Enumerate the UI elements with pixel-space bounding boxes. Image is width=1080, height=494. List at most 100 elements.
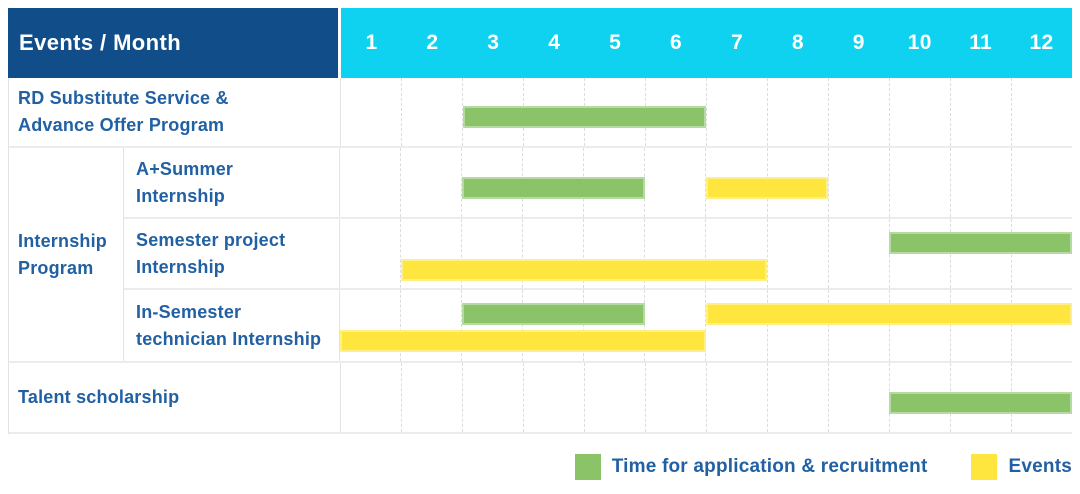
month-header-11: 11 — [969, 31, 993, 54]
bar-events-m7-m12 — [706, 303, 1072, 325]
month-header-6: 6 — [670, 31, 683, 54]
month-cell-1 — [341, 78, 401, 146]
month-cell-12 — [1010, 148, 1072, 217]
month-cell-9 — [828, 78, 889, 146]
month-cell-6 — [645, 363, 706, 432]
row-label-line: In-Semester — [136, 301, 242, 322]
month-cell-9 — [827, 148, 889, 217]
legend-swatch-events — [971, 454, 998, 480]
row-label: A+Summer Internship — [124, 148, 340, 217]
month-header-8: 8 — [791, 31, 804, 54]
gantt-group-internship-program: Internship Program A+Summer Internship Semes… — [9, 148, 1072, 363]
month-track — [340, 219, 1072, 288]
month-cell-6 — [644, 148, 705, 217]
month-cell-6 — [644, 290, 705, 361]
month-cell-12 — [1010, 290, 1072, 361]
month-cell-11 — [949, 148, 1011, 217]
events-month-header-cell: Events / Month — [8, 8, 341, 78]
month-cell-8 — [766, 219, 828, 288]
month-cell-1 — [340, 148, 400, 217]
month-cell-7 — [705, 219, 766, 288]
month-cell-9 — [827, 219, 889, 288]
row-label-line: Internship — [136, 185, 226, 206]
month-cell-5 — [583, 219, 644, 288]
month-track — [340, 148, 1072, 217]
gantt-schedule-chart: Events / Month 1 2 3 4 5 6 7 8 9 10 11 12 RD Substi… — [8, 8, 1072, 480]
month-cell-5 — [583, 290, 644, 361]
row-label-line: A+Summer — [136, 158, 234, 179]
month-cell-7 — [706, 78, 767, 146]
month-header-9: 9 — [852, 31, 865, 54]
month-header-strip: 1 2 3 4 5 6 7 8 9 10 11 12 — [341, 8, 1072, 78]
month-cell-10 — [888, 290, 950, 361]
month-header-2: 2 — [426, 31, 439, 54]
month-cell-7 — [706, 363, 767, 432]
month-cell-11 — [949, 290, 1011, 361]
legend-swatch-recruitment — [574, 454, 601, 480]
month-header-12: 12 — [1029, 31, 1054, 54]
month-track — [341, 78, 1072, 146]
legend-item-recruitment: Time for application & recruitment — [574, 454, 928, 480]
month-cell-3 — [461, 148, 522, 217]
gantt-row-semester-project-internship: Semester project Internship — [124, 219, 1072, 290]
bar-recruitment-m3-m6 — [462, 106, 707, 128]
row-label-line: technician Internship — [136, 328, 322, 349]
month-track — [341, 363, 1072, 432]
month-cell-8 — [767, 363, 828, 432]
month-cell-2 — [400, 219, 461, 288]
row-label: Semester project Internship — [124, 219, 340, 288]
legend-label-events: Events — [1008, 456, 1072, 477]
bar-events-m7-m8 — [706, 176, 828, 199]
row-label: In-Semester technician Internship — [124, 290, 340, 361]
month-header-10: 10 — [907, 31, 932, 54]
month-cell-7 — [705, 290, 766, 361]
month-cell-11 — [950, 78, 1011, 146]
group-rows: A+Summer Internship Semester project Intern… — [124, 148, 1072, 361]
gantt-body: RD Substitute Service & Advance Offer Pro… — [8, 78, 1072, 434]
month-header-1: 1 — [365, 31, 378, 54]
bar-events-m2-m7 — [401, 259, 767, 281]
month-cell-2 — [401, 78, 462, 146]
row-label-line: Program — [18, 257, 94, 278]
month-cell-9 — [827, 290, 889, 361]
month-header-7: 7 — [730, 31, 743, 54]
month-cell-1 — [341, 363, 401, 432]
month-cell-12 — [1011, 78, 1072, 146]
month-cell-6 — [644, 219, 705, 288]
row-label-line: Advance Offer Program — [18, 115, 225, 135]
legend-item-events: Events — [971, 454, 1072, 480]
month-cell-10 — [889, 78, 950, 146]
bar-recruitment-m10-m12 — [889, 232, 1072, 254]
bar-events-m1-m6 — [340, 330, 706, 352]
month-cell-5 — [584, 363, 645, 432]
month-cell-8 — [766, 290, 828, 361]
gantt-row-a-summer-internship: A+Summer Internship — [124, 148, 1072, 219]
month-header-4: 4 — [548, 31, 561, 54]
gantt-row-in-semester-technician-internship: In-Semester technician Internship — [124, 290, 1072, 361]
row-label-line: Talent scholarship — [18, 387, 180, 407]
month-cell-9 — [828, 363, 889, 432]
bar-recruitment-m3-m5 — [462, 176, 645, 199]
bar-recruitment-m10-m12 — [889, 391, 1072, 414]
legend-label-recruitment: Time for application & recruitment — [611, 456, 928, 477]
group-label: Internship Program — [9, 148, 124, 361]
month-cell-10 — [888, 148, 950, 217]
month-cell-4 — [522, 290, 583, 361]
row-label: RD Substitute Service & Advance Offer Pro… — [9, 78, 341, 146]
row-label-line: Internship — [136, 256, 226, 277]
month-cell-3 — [461, 219, 522, 288]
month-cell-1 — [340, 219, 400, 288]
gantt-row-rd-substitute-service-advance-offer-program: RD Substitute Service & Advance Offer Pro… — [9, 78, 1072, 148]
row-label-line: RD Substitute Service & — [18, 88, 229, 108]
month-cell-2 — [400, 148, 461, 217]
month-cell-3 — [462, 78, 523, 146]
month-cell-4 — [522, 219, 583, 288]
month-cell-2 — [400, 290, 461, 361]
month-cell-2 — [401, 363, 462, 432]
month-header-5: 5 — [609, 31, 622, 54]
bar-recruitment-m3-m5 — [462, 303, 645, 325]
table-header-row: Events / Month 1 2 3 4 5 6 7 8 9 10 11 12 — [8, 8, 1072, 78]
month-header-3: 3 — [487, 31, 500, 54]
month-cell-8 — [767, 78, 828, 146]
legend: Time for application & recruitment Events — [8, 454, 1072, 480]
